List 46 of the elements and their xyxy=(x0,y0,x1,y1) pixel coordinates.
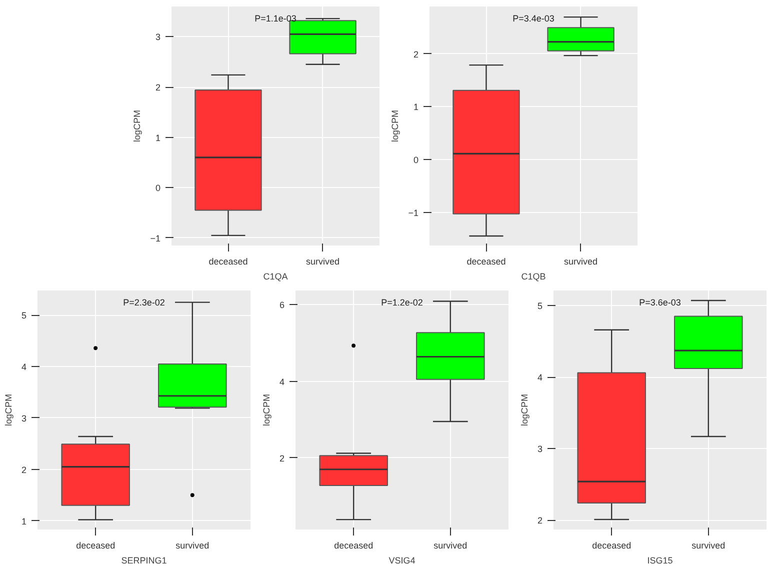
y-axis-title: logCPM xyxy=(132,110,142,142)
x-tick-label: survived xyxy=(306,256,340,266)
x-axis-title: VSIG4 xyxy=(388,556,416,566)
y-tick-label: 0 xyxy=(413,155,419,165)
x-tick-label: deceased xyxy=(76,540,116,550)
y-tick-label: 1 xyxy=(21,516,27,526)
x-axis-title: ISG15 xyxy=(647,556,673,566)
x-tick-label: survived xyxy=(564,256,598,266)
annotation: P=2.3e-02 xyxy=(123,297,165,308)
annotation: P=3.4e-03 xyxy=(512,13,554,24)
x-axis-title: C1QB xyxy=(521,272,546,282)
y-axis-title: logCPM xyxy=(390,110,400,142)
x-tick-label: deceased xyxy=(208,256,248,266)
y-tick-label: 2 xyxy=(155,82,161,93)
y-tick-label: 6 xyxy=(279,300,285,310)
y-tick-label: 2 xyxy=(413,49,419,60)
x-tick-label: survived xyxy=(434,540,468,550)
x-tick-label: survived xyxy=(692,540,726,550)
x-axis-title: SERPING1 xyxy=(121,556,167,566)
y-tick-label: 4 xyxy=(21,362,27,372)
x-tick-label: deceased xyxy=(592,540,632,550)
y-axis-title: logCPM xyxy=(3,394,14,426)
y-tick-label: 5 xyxy=(21,310,27,321)
y-tick-label: 3 xyxy=(537,444,543,454)
y-tick-label: 2 xyxy=(21,464,27,475)
y-tick-label: 1 xyxy=(413,102,419,112)
y-tick-label: 0 xyxy=(155,183,161,194)
x-tick-label: deceased xyxy=(334,540,374,550)
y-axis-title: logCPM xyxy=(261,394,272,426)
x-tick-label: survived xyxy=(176,540,210,550)
y-tick-label: −1 xyxy=(150,233,161,244)
y-tick-label: 2 xyxy=(279,453,285,464)
y-tick-label: 2 xyxy=(537,516,543,526)
y-tick-label: 4 xyxy=(537,372,543,383)
annotation: P=1.1e-03 xyxy=(254,13,296,24)
y-tick-label: 1 xyxy=(155,132,161,143)
y-tick-label: 3 xyxy=(155,32,161,42)
y-tick-label: −1 xyxy=(408,208,419,218)
x-tick-label: deceased xyxy=(466,256,506,266)
x-axis-title: C1QA xyxy=(263,272,288,282)
annotation: P=1.2e-02 xyxy=(381,297,423,308)
annotation: P=3.6e-03 xyxy=(639,297,681,308)
y-tick-label: 5 xyxy=(537,301,543,312)
y-tick-label: 3 xyxy=(21,413,27,424)
y-tick-label: 4 xyxy=(279,376,285,387)
y-axis-title: logCPM xyxy=(519,394,530,426)
